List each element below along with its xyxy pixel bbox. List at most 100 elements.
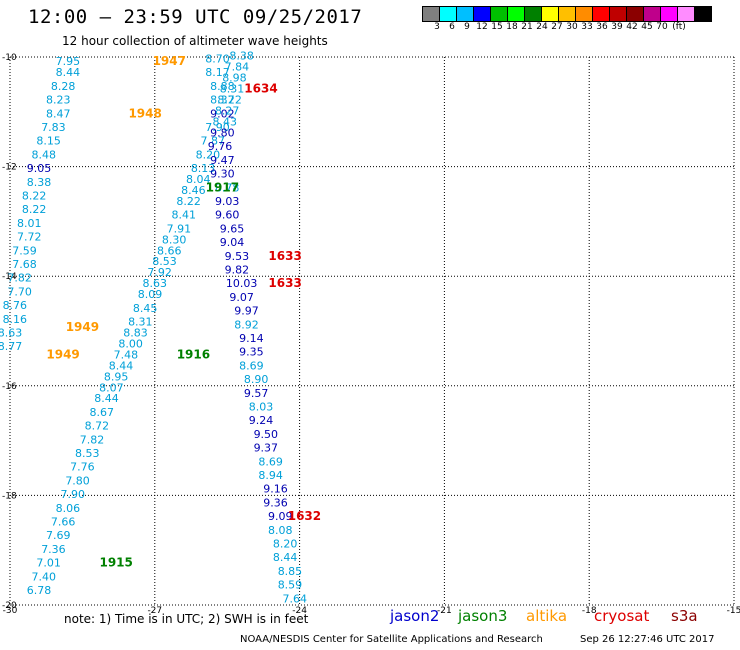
swh-value: 8.98 <box>222 72 247 85</box>
swh-value: 7.83 <box>41 121 66 134</box>
swh-value: 8.53 <box>75 447 100 460</box>
swh-value: 8.03 <box>249 400 274 413</box>
swh-value: 9.37 <box>254 442 279 455</box>
swh-value: 8.72 <box>85 420 110 433</box>
swh-value: 8.70 <box>205 52 230 65</box>
swh-value: 8.94 <box>258 469 283 482</box>
swh-value: 8.28 <box>51 80 76 93</box>
legend-label: 45 <box>641 22 653 32</box>
credit-line: NOAA/NESDIS Center for Satellite Applica… <box>240 634 543 645</box>
x-tick-label: -21 <box>437 606 452 616</box>
swh-value: 8.44 <box>273 551 298 564</box>
swh-value: 8.88 <box>210 80 235 93</box>
legend-label: 39 <box>611 22 623 32</box>
swh-value: 8.77 <box>0 340 22 353</box>
swh-value: 7.84 <box>225 61 250 74</box>
pass-time-label: 1632 <box>288 509 321 523</box>
swh-value: 8.37 <box>210 94 235 107</box>
swh-value: 9.04 <box>220 236 245 249</box>
satellite-label: jason2 <box>390 607 440 625</box>
legend-label: 12 <box>476 22 488 32</box>
y-tick-label: -12 <box>2 163 17 173</box>
swh-value: 9.14 <box>239 332 264 345</box>
legend-label: 6 <box>449 22 455 32</box>
swh-value: 8.46 <box>181 184 206 197</box>
swh-value: 8.66 <box>157 244 182 257</box>
color-legend <box>422 6 712 22</box>
x-tick-label: -27 <box>147 606 162 616</box>
pass-time-label: 1949 <box>66 320 99 334</box>
satellite-label: s3a <box>671 607 698 625</box>
swh-value: 8.44 <box>56 66 81 79</box>
swh-value: 8.22 <box>217 94 242 107</box>
swh-value: 9.07 <box>229 291 254 304</box>
swh-value: 8.38 <box>27 176 52 189</box>
swh-value: 7.90 <box>205 121 230 134</box>
swh-value: 8.63 <box>0 326 22 339</box>
swh-value: 9.24 <box>249 414 274 427</box>
swh-value: 8.48 <box>32 148 57 161</box>
legend-label: 36 <box>596 22 608 32</box>
pass-time-label: 1917 <box>206 180 239 194</box>
satellite-label: cryosat <box>594 607 650 625</box>
swh-value: 7.92 <box>147 266 172 279</box>
legend-label: 33 <box>581 22 593 32</box>
x-tick-label: -30 <box>3 606 18 616</box>
swh-value: 8.06 <box>56 502 81 515</box>
swh-value: 8.85 <box>278 565 303 578</box>
swh-value: 9.30 <box>210 168 235 181</box>
swh-value: 9.16 <box>263 483 288 496</box>
swh-value: 7.72 <box>17 231 42 244</box>
swh-value: 9.09 <box>268 510 293 523</box>
swh-value: 8.30 <box>162 233 187 246</box>
swh-value: 8.04 <box>186 173 211 186</box>
page-title: 12:00 – 23:59 UTC 09/25/2017 <box>28 6 363 28</box>
swh-value: 9.53 <box>225 250 250 263</box>
legend-swatch <box>694 6 712 22</box>
swh-value: 7.70 <box>7 285 32 298</box>
swh-value: 8.59 <box>278 579 303 592</box>
swh-value: 8.44 <box>109 359 134 372</box>
swh-value: 8.69 <box>258 455 283 468</box>
swh-value: 9.65 <box>220 222 245 235</box>
swh-value: 8.69 <box>239 359 264 372</box>
y-tick-label: -10 <box>2 53 17 63</box>
page-subtitle: 12 hour collection of altimeter wave hei… <box>62 34 328 48</box>
swh-value: 8.22 <box>22 189 47 202</box>
swh-value: 8.20 <box>273 537 298 550</box>
swh-value: 8.38 <box>229 50 254 63</box>
swh-value: 7.82 <box>7 272 32 285</box>
swh-value: 8.92 <box>234 318 259 331</box>
swh-value: 8.53 <box>152 255 177 268</box>
legend-label: 70 <box>656 22 668 32</box>
swh-value: 8.09 <box>138 288 163 301</box>
swh-value: 7.01 <box>36 557 61 570</box>
swh-value: 8.08 <box>268 524 293 537</box>
swh-value: 9.97 <box>234 305 259 318</box>
timestamp: Sep 26 12:27:46 UTC 2017 <box>580 634 715 645</box>
swh-value: 8.47 <box>46 107 71 120</box>
swh-value: 7.59 <box>12 244 37 257</box>
swh-value: 6.78 <box>27 584 52 597</box>
swh-value: 8.13 <box>191 162 216 175</box>
swh-value: 9.03 <box>215 195 240 208</box>
swh-value: 7.80 <box>65 474 90 487</box>
swh-value: 7.76 <box>70 461 95 474</box>
swh-value: 8.43 <box>213 116 238 129</box>
swh-value: 8.76 <box>3 299 28 312</box>
swh-value: 8.95 <box>104 370 129 383</box>
legend-label: 9 <box>464 22 470 32</box>
swh-value: 7.69 <box>46 529 71 542</box>
pass-time-label: 1947 <box>153 54 186 68</box>
swh-value: 9.02 <box>210 107 235 120</box>
pass-time-label: 1634 <box>244 82 277 96</box>
swh-value: 8.16 <box>3 313 28 326</box>
swh-value: 8.01 <box>17 217 42 230</box>
swh-value: 7.36 <box>41 543 66 556</box>
swh-value: 8.17 <box>205 66 230 79</box>
swh-value: 9.36 <box>263 496 288 509</box>
y-tick-label: -18 <box>2 491 17 501</box>
swh-value: 9.82 <box>225 263 250 276</box>
swh-value: 9.50 <box>254 428 279 441</box>
